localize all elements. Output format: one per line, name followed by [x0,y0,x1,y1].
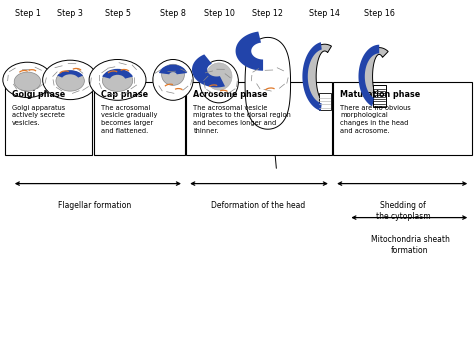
Wedge shape [102,69,133,79]
Circle shape [56,71,84,91]
Text: Step 12: Step 12 [252,8,283,17]
Circle shape [14,72,41,91]
Bar [319,93,331,110]
Text: Flagellar formation: Flagellar formation [58,201,131,209]
Text: There are no obvious
morphological
changes in the head
and acrosome.: There are no obvious morphological chang… [340,105,411,134]
Polygon shape [361,48,388,104]
Text: Acrosome phase: Acrosome phase [193,90,268,99]
Text: The acrosomal
vesicle gradually
becomes larger
and flattened.: The acrosomal vesicle gradually becomes … [101,105,157,134]
Text: Shedding of
the cytoplasm: Shedding of the cytoplasm [375,201,430,221]
Bar [94,82,185,155]
Text: Golgi apparatus
actively secrete
vesicles.: Golgi apparatus actively secrete vesicle… [12,105,65,126]
Text: Deformation of the head: Deformation of the head [211,201,305,209]
Circle shape [3,62,52,98]
Polygon shape [192,54,225,87]
Text: Step 8: Step 8 [160,8,186,17]
Ellipse shape [206,63,232,90]
Text: Step 16: Step 16 [364,8,395,17]
Text: Step 1: Step 1 [15,8,40,17]
Bar [5,82,92,155]
Text: Step 3: Step 3 [57,8,83,17]
Text: Step 10: Step 10 [203,8,235,17]
Text: Step 14: Step 14 [309,8,340,17]
Polygon shape [245,37,291,129]
Polygon shape [302,42,322,111]
Text: Cap phase: Cap phase [101,90,148,99]
Polygon shape [305,44,331,108]
Wedge shape [159,65,187,74]
Polygon shape [236,32,263,71]
Circle shape [102,70,133,91]
Text: Maturation phase: Maturation phase [340,90,420,99]
Text: Golgi phase: Golgi phase [12,90,65,99]
Ellipse shape [162,64,184,85]
Circle shape [43,60,98,100]
Circle shape [89,59,146,100]
Polygon shape [358,45,379,106]
Bar [333,82,472,155]
Text: The acrosomal vesicle
migrates to the dorsal region
and becomes longer and
thinn: The acrosomal vesicle migrates to the do… [193,105,291,134]
Wedge shape [57,70,83,78]
Bar [186,82,332,155]
Text: Mitochondria sheath
formation: Mitochondria sheath formation [371,235,449,255]
Ellipse shape [153,59,193,100]
Text: Step 5: Step 5 [105,8,130,17]
Bar [373,85,386,107]
Ellipse shape [200,61,238,103]
